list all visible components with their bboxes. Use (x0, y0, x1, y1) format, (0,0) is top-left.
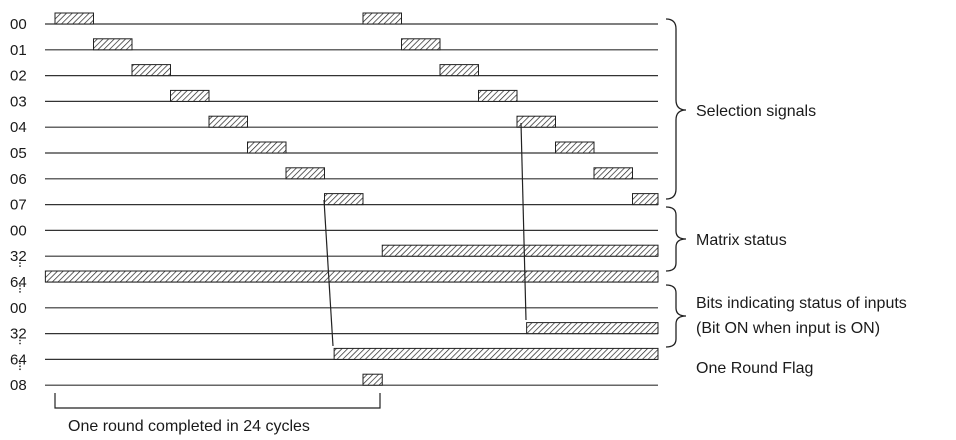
pulse-row2-0 (131, 64, 171, 77)
input-status-brace (665, 284, 687, 348)
ellipsis-dot-2-2 (19, 342, 21, 345)
pulse-row13-0 (333, 347, 659, 360)
row-label-13: 64 (10, 351, 27, 368)
ellipsis-dots (19, 259, 21, 371)
connector-line-07-to-64 (323, 199, 334, 347)
input-status-label-line1: Bits indicating status of inputs (696, 295, 907, 312)
pulse-row14-0 (362, 373, 383, 386)
pulse-row1-0 (93, 38, 133, 51)
pulse-row12-0 (526, 322, 659, 335)
selection-signals-label: Selection signals (696, 103, 816, 120)
ellipsis-dot-1-1 (19, 288, 21, 290)
row-label-7: 07 (10, 197, 27, 214)
ellipsis-dot-0-1 (19, 262, 21, 264)
pulse-row0-0 (54, 12, 94, 25)
pulse-row0-1 (362, 12, 402, 25)
pulse-row7-0 (324, 193, 364, 206)
pulse-row5-1 (555, 141, 595, 154)
selection-signals-brace (665, 18, 687, 200)
row-label-3: 03 (10, 93, 27, 110)
pulse-row4-1 (516, 115, 556, 128)
pulse-row3-1 (478, 89, 518, 102)
row-label-6: 06 (10, 171, 27, 188)
row-label-5: 05 (10, 145, 27, 162)
row-label-12: 32 (10, 326, 27, 343)
row-label-10: 64 (10, 274, 27, 291)
ellipsis-dot-0-2 (19, 265, 21, 267)
pulse-row6-0 (285, 167, 325, 180)
ellipsis-dot-2-0 (19, 336, 21, 339)
ellipsis-dot-0-0 (19, 259, 21, 261)
matrix-status-brace (665, 206, 687, 272)
signal-rows: 00 01 02 03 04 05 06 07 00 32 64 00 32 64 08 (10, 12, 659, 394)
ellipsis-dot-2-1 (19, 339, 21, 342)
row-label-1: 01 (10, 42, 27, 59)
connector-line-04-to-32 (520, 122, 527, 321)
pulse-row5-0 (247, 141, 287, 154)
row-label-11: 00 (10, 300, 27, 317)
pulse-row7-1 (632, 193, 659, 206)
row-label-8: 00 (10, 222, 27, 239)
input-status-label-line2: (Bit ON when input is ON) (696, 320, 880, 337)
row-label-9: 32 (10, 248, 27, 265)
pulse-row10-0 (44, 270, 659, 283)
row-label-14: 08 (10, 377, 27, 394)
pulse-row1-1 (401, 38, 441, 51)
one-round-flag-label: One Round Flag (696, 360, 813, 377)
ellipsis-dot-3-2 (19, 368, 21, 371)
ellipsis-dot-1-2 (19, 291, 21, 293)
row-label-0: 00 (10, 16, 27, 33)
pulse-row2-1 (439, 64, 479, 77)
row-label-2: 02 (10, 68, 27, 85)
ellipsis-dot-1-0 (19, 285, 21, 287)
one-round-caption: One round completed in 24 cycles (68, 418, 310, 435)
pulse-row6-1 (593, 167, 633, 180)
pulse-row9-0 (381, 244, 659, 257)
ellipsis-dot-3-1 (19, 365, 21, 368)
pulse-row3-0 (170, 89, 210, 102)
matrix-status-label: Matrix status (696, 232, 787, 249)
one-round-bracket (54, 393, 381, 409)
ellipsis-dot-3-0 (19, 362, 21, 365)
pulse-row4-0 (208, 115, 248, 128)
row-label-4: 04 (10, 119, 27, 136)
